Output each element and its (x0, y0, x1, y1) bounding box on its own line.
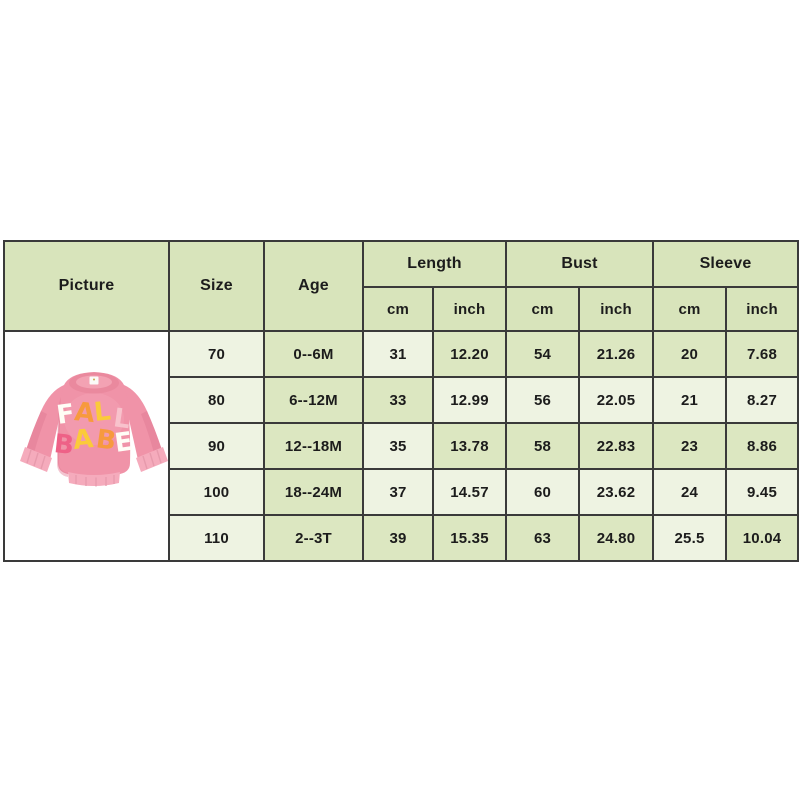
table-row: 90 12--18M 35 13.78 58 22.83 23 8.86 (4, 422, 800, 470)
cell-age: 12--18M (263, 422, 364, 470)
cell-size: 90 (168, 422, 265, 470)
cell-bust-cm: 56 (505, 376, 580, 424)
cell-bust-inch: 23.62 (577, 468, 655, 516)
header-length: Length (362, 240, 507, 288)
cell-age: 2--3T (263, 514, 364, 562)
size-chart: Picture Size Age Length Bust Sleeve cm i… (3, 240, 800, 562)
cell-size: 80 (168, 376, 265, 424)
header-sleeve: Sleeve (652, 240, 800, 288)
cell-bust-inch: 21.26 (577, 330, 655, 378)
header-sleeve-cm: cm (652, 286, 728, 332)
cell-size: 70 (168, 330, 265, 378)
cell-age: 6--12M (263, 376, 364, 424)
header-length-cm: cm (362, 286, 434, 332)
product-photo-sweatshirt: FALL BABE (20, 372, 168, 487)
header-age: Age (263, 240, 364, 332)
hem-band (68, 472, 120, 486)
header-bust-cm: cm (505, 286, 580, 332)
table-row: 80 6--12M 33 12.99 56 22.05 21 8.27 (4, 376, 800, 424)
cell-bust-cm: 58 (505, 422, 580, 470)
cell-bust-cm: 63 (505, 514, 580, 562)
cell-length-inch: 12.99 (432, 376, 507, 424)
header-size: Size (168, 240, 265, 332)
cell-sleeve-inch: 8.27 (725, 376, 800, 424)
table-row: 110 2--3T 39 15.35 63 24.80 25.5 10.04 (4, 514, 800, 562)
cell-length-cm: 33 (362, 376, 434, 424)
cell-size: 100 (168, 468, 265, 516)
cell-size: 110 (168, 514, 265, 562)
sweatshirt-right-sleeve (121, 385, 168, 472)
cell-bust-cm: 60 (505, 468, 580, 516)
cell-sleeve-cm: 20 (652, 330, 728, 378)
cell-age: 0--6M (263, 330, 364, 378)
cell-sleeve-inch: 10.04 (725, 514, 800, 562)
header-picture: Picture (3, 240, 170, 332)
cell-sleeve-cm: 23 (652, 422, 728, 470)
table-row: 100 18--24M 37 14.57 60 23.62 24 9.45 (4, 468, 800, 516)
header-length-inch: inch (432, 286, 507, 332)
cell-length-cm: 35 (362, 422, 434, 470)
slogan-line2: BABE (52, 424, 135, 461)
cell-bust-inch: 22.05 (577, 376, 655, 424)
cell-length-inch: 12.20 (432, 330, 507, 378)
cell-sleeve-cm: 21 (652, 376, 728, 424)
header-sleeve-inch: inch (725, 286, 800, 332)
cell-length-cm: 39 (362, 514, 434, 562)
cell-sleeve-inch: 8.86 (725, 422, 800, 470)
cell-sleeve-cm: 24 (652, 468, 728, 516)
cell-sleeve-inch: 9.45 (725, 468, 800, 516)
cell-length-cm: 37 (362, 468, 434, 516)
header-bust-inch: inch (577, 286, 655, 332)
cell-bust-inch: 24.80 (577, 514, 655, 562)
cell-length-inch: 14.57 (432, 468, 507, 516)
cell-length-inch: 13.78 (432, 422, 507, 470)
cell-sleeve-inch: 7.68 (725, 330, 800, 378)
cell-bust-cm: 54 (505, 330, 580, 378)
cell-length-inch: 15.35 (432, 514, 507, 562)
cell-length-cm: 31 (362, 330, 434, 378)
sweatshirt-left-sleeve (20, 385, 67, 472)
sweatshirt-collar (69, 372, 119, 394)
header-bust: Bust (504, 240, 655, 288)
size-chart-table: Picture Size Age Length Bust Sleeve cm i… (3, 240, 800, 562)
cell-sleeve-cm: 25.5 (652, 514, 728, 562)
sweatshirt-body (57, 372, 131, 487)
cell-age: 18--24M (263, 468, 364, 516)
cell-bust-inch: 22.83 (577, 422, 655, 470)
slogan-line1: FALL (55, 396, 133, 435)
